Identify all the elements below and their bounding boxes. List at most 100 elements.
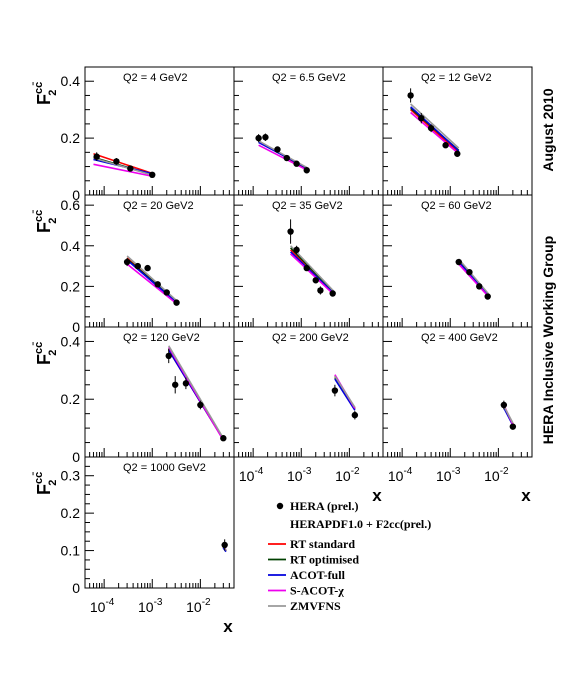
panel-frame [84, 66, 235, 196]
x-tick-base: 10 [388, 468, 404, 484]
data-point [407, 92, 414, 99]
panel-title: Q2 = 400 GeV2 [421, 332, 498, 344]
x-tick-exp: -4 [254, 466, 263, 477]
panel-q2-400: Q2 = 400 GeV2 [382, 326, 533, 458]
y-tick-label: 0.4 [61, 73, 81, 89]
x-axis-label: x [223, 617, 233, 636]
legend-item-label: S-ACOT-χ [290, 584, 344, 598]
curve-zmvfns [168, 345, 225, 439]
data-point [476, 283, 483, 290]
legend-data-label: HERA (prel.) [290, 499, 358, 513]
data-point [144, 264, 151, 272]
data-point [303, 167, 310, 174]
y-tick-label: 0.4 [61, 238, 81, 254]
data-point [331, 387, 339, 394]
x-tick-label: 10-3 [138, 597, 163, 615]
x-tick-label: 10-2 [335, 466, 360, 484]
data-point [455, 258, 462, 266]
legend: HERA (prel.) HERAPDF1.0 + F2cc(prel.) RT s… [268, 499, 431, 613]
side-label-top: August 2010 [540, 88, 556, 171]
x-tick-label: 10-4 [90, 597, 115, 615]
data-point [442, 142, 449, 149]
x-tick-base: 10 [138, 599, 154, 615]
data-point [312, 277, 319, 284]
panel-frame [233, 326, 384, 458]
y-tick-label: 0.2 [61, 130, 81, 146]
y-tick-label: 0 [72, 187, 80, 203]
y-axis-label: Fcc̄ 2 [33, 82, 59, 105]
y-tick-label: 0.2 [61, 391, 81, 407]
panel-frame [84, 456, 235, 589]
x-tick-base: 10 [90, 599, 106, 615]
data-point [182, 380, 190, 387]
x-tick-label: 10-4 [239, 466, 264, 484]
curve-acot-full [334, 378, 356, 411]
data-point [172, 381, 179, 388]
x-tick-exp: -3 [303, 466, 312, 477]
data-point [500, 401, 508, 409]
x-tick-label: 10-4 [388, 466, 413, 484]
panel-frame [84, 326, 235, 458]
y-tick-label: 0.1 [61, 543, 81, 559]
y-tick-label: 0.2 [61, 505, 81, 521]
curve-s-acot- [290, 253, 336, 297]
data-point [154, 281, 161, 288]
curve-rt-standard [410, 109, 460, 153]
legend-item-label: RT optimised [290, 553, 359, 567]
side-label-bottom: HERA Inclusive Working Group [540, 236, 556, 444]
data-point [163, 289, 170, 296]
data-point [173, 299, 180, 306]
curve-s-acot- [258, 144, 308, 171]
x-tick-exp: -2 [202, 597, 211, 608]
y-tick-label: 0.3 [61, 468, 81, 484]
y-axis-label: Fcc̄ 2 [33, 472, 59, 495]
data-point [293, 246, 300, 254]
legend-item-label: ZMVFNS [290, 599, 341, 613]
y-tick-label: 0.2 [61, 278, 81, 294]
data-point [351, 411, 359, 419]
panel-title: Q2 = 120 GeV2 [123, 332, 200, 344]
panel-frame [233, 66, 384, 196]
curve-acot-full [126, 259, 178, 304]
data-point [93, 153, 100, 160]
panel-q2-60: Q2 = 60 GeV2 [382, 194, 533, 328]
y-axis-label-sup: cc̄ [33, 82, 45, 94]
curve-acot-full [410, 106, 460, 152]
y-tick-label: 0.6 [61, 197, 81, 213]
x-tick-base: 10 [239, 468, 255, 484]
data-point [293, 160, 300, 167]
data-point [509, 423, 517, 430]
x-tick-base: 10 [186, 599, 202, 615]
x-tick-label: 10-3 [436, 466, 461, 484]
curve-rt-optimised [290, 247, 336, 295]
y-axis-label-sub: 2 [47, 350, 59, 356]
data-point [165, 352, 172, 360]
data-point [197, 401, 204, 409]
y-axis-label-sup: cc̄ [33, 210, 45, 222]
y-axis-label-sub: 2 [47, 90, 59, 96]
panel-title: Q2 = 200 GeV2 [272, 332, 349, 344]
curve-s-acot- [410, 111, 460, 155]
x-axis-label: x [521, 486, 531, 505]
curve-acot-full [290, 251, 336, 296]
panel-title: Q2 = 60 GeV2 [421, 200, 492, 212]
y-tick-label: 0.4 [61, 333, 81, 349]
panel-frame [84, 194, 235, 328]
data-point [149, 171, 156, 179]
panel-frame [382, 326, 533, 458]
data-point [274, 146, 281, 153]
x-tick-exp: -2 [500, 466, 509, 477]
curve-zmvfns [458, 258, 490, 296]
panel-title: Q2 = 35 GeV2 [272, 200, 343, 212]
legend-fit-header: HERAPDF1.0 + F2cc(prel.) [290, 517, 431, 531]
y-axis-label-sub: 2 [47, 480, 59, 486]
y-axis-label-main: F [34, 222, 54, 233]
y-axis-label-sub: 2 [47, 218, 59, 224]
data-point [287, 228, 294, 235]
legend-data-marker [276, 502, 284, 510]
y-axis-label: Fcc̄ 2 [33, 342, 59, 365]
